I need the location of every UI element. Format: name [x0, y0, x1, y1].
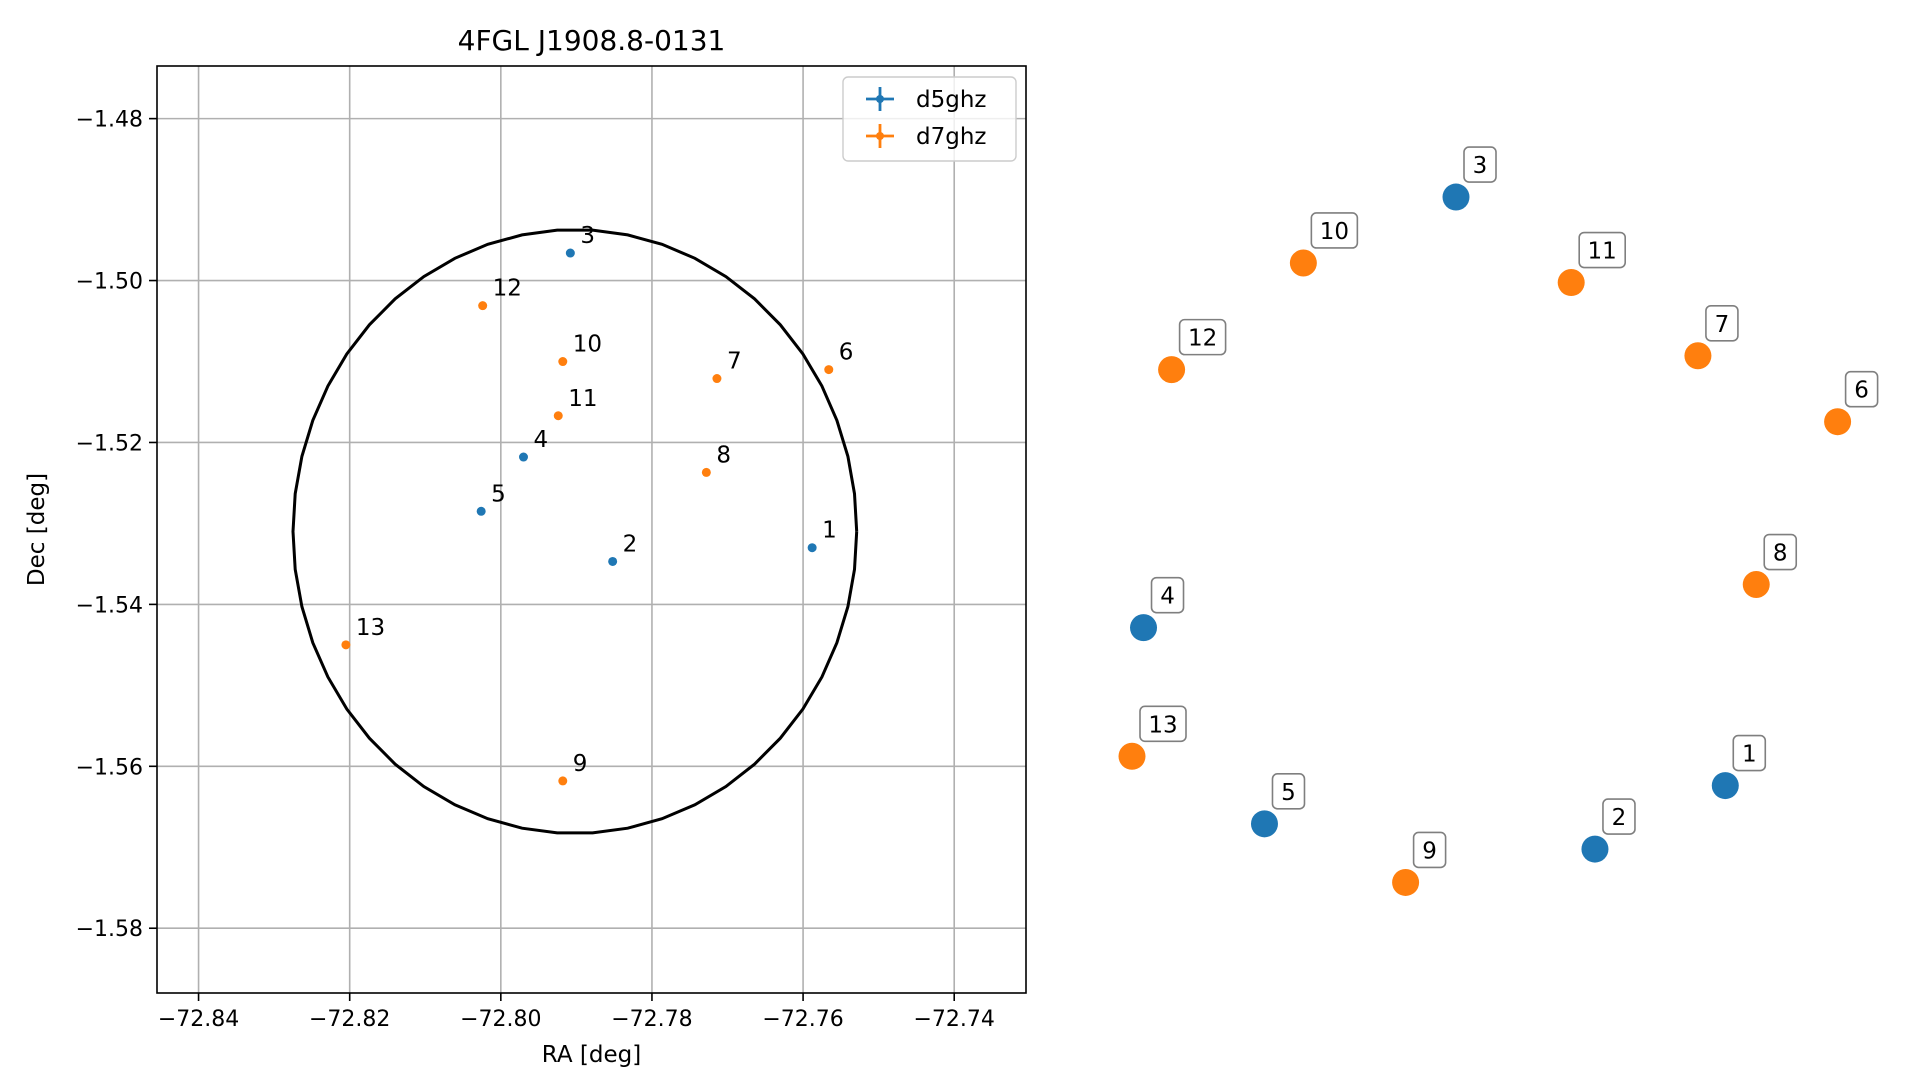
error-circle: [291, 228, 859, 835]
data-point-d5ghz: [608, 556, 618, 566]
legend-marker-dot: [876, 95, 884, 103]
node-label: 3: [1473, 153, 1488, 179]
graph-node-d7ghz: [1118, 742, 1146, 770]
data-point-d7ghz: [478, 301, 488, 311]
y-tick-label: −1.58: [76, 917, 143, 942]
y-tick-label: −1.56: [76, 755, 143, 780]
y-tick-label: −1.50: [76, 270, 143, 295]
plot-frame: [156, 65, 1027, 994]
node-label: 9: [1422, 838, 1437, 864]
data-point-d5ghz: [518, 452, 528, 462]
graph-node-d7ghz: [1557, 269, 1585, 297]
node-label-box: [1602, 798, 1636, 835]
legend-label: d7ghz: [916, 124, 986, 150]
data-point-d5ghz: [476, 506, 486, 516]
node-label: 2: [1612, 805, 1627, 831]
data-point-d7ghz: [824, 365, 834, 375]
circle-path: [291, 228, 859, 835]
node-label: 11: [1588, 239, 1617, 265]
point-label: 5: [491, 481, 506, 507]
data-point-d5ghz: [807, 543, 817, 553]
node-label-box: [1578, 231, 1626, 269]
graph-node-d5ghz: [1711, 772, 1739, 800]
chart-title: 4FGL J1908.8-0131: [458, 24, 726, 57]
x-tick-label: −72.76: [762, 1007, 843, 1032]
point-label: 9: [573, 751, 588, 777]
data-point-d7ghz: [553, 411, 563, 421]
node-label: 12: [1188, 326, 1217, 352]
node-label: 1: [1742, 742, 1757, 768]
data-point-d7ghz: [701, 467, 711, 477]
node-label-box: [1271, 773, 1306, 810]
node-label-box: [1763, 533, 1798, 571]
point-label: 10: [573, 332, 602, 358]
point-label: 4: [533, 427, 548, 453]
x-tick-label: −72.78: [611, 1007, 692, 1032]
point-label: 1: [822, 518, 837, 544]
graph-node-d5ghz: [1130, 614, 1158, 642]
y-axis-label: Dec [deg]: [24, 473, 50, 586]
scatter-points: [341, 248, 834, 786]
node-label-box: [1310, 212, 1359, 249]
node-label-box: [1705, 304, 1739, 342]
graph-node-d7ghz: [1684, 342, 1712, 370]
node-label: 4: [1160, 584, 1175, 610]
y-tick-label: −1.52: [76, 431, 143, 456]
graph-node-d7ghz: [1158, 356, 1186, 384]
grid-lines: [157, 66, 1026, 993]
point-label: 8: [716, 442, 731, 468]
node-label-box: [1178, 318, 1227, 356]
point-label: 6: [839, 340, 854, 366]
node-label: 6: [1854, 378, 1869, 404]
graph-node-d5ghz: [1442, 183, 1470, 211]
graph-node-d7ghz: [1742, 571, 1770, 599]
graph-node-d7ghz: [1392, 868, 1420, 896]
node-label: 5: [1281, 780, 1296, 806]
node-label-box: [1412, 831, 1447, 869]
x-axis-label: RA [deg]: [542, 1042, 641, 1068]
x-tick-label: −72.80: [460, 1007, 541, 1032]
node-label-box: [1463, 146, 1497, 183]
legend: d5ghz d7ghz: [842, 76, 1017, 162]
node-label: 10: [1320, 219, 1349, 245]
data-point-d7ghz: [558, 776, 568, 786]
tick-labels: −72.84 −72.82 −72.80 −72.78 −72.76 −72.74 −1.4…: [76, 108, 995, 1032]
data-point-d7ghz: [341, 640, 351, 650]
point-label: 7: [727, 349, 742, 375]
legend-marker-dot: [876, 132, 884, 140]
legend-label: d5ghz: [916, 87, 986, 113]
point-label: 13: [356, 615, 385, 641]
node-label: 7: [1715, 312, 1730, 338]
data-point-d5ghz: [565, 248, 575, 258]
point-label: 2: [623, 531, 638, 557]
graph-node-d7ghz: [1824, 408, 1852, 436]
x-tick-label: −72.74: [914, 1007, 995, 1032]
graph-node-d7ghz: [1289, 249, 1317, 277]
node-label-box: [1139, 705, 1187, 743]
node-label-box: [1732, 734, 1767, 772]
tick-marks: [149, 117, 956, 1001]
point-label: 12: [493, 276, 522, 302]
x-tick-label: −72.82: [309, 1007, 390, 1032]
y-tick-label: −1.54: [76, 593, 143, 618]
data-point-d7ghz: [712, 374, 722, 384]
node-label-box: [1844, 370, 1879, 408]
x-tick-label: −72.84: [158, 1007, 239, 1032]
point-label: 3: [580, 223, 595, 249]
graph-node-d5ghz: [1581, 835, 1609, 863]
graph-node-d5ghz: [1250, 810, 1278, 838]
y-tick-label: −1.48: [76, 108, 143, 133]
node-label-box: [1150, 576, 1185, 614]
node-label: 8: [1773, 541, 1788, 567]
node-label: 13: [1148, 712, 1177, 738]
data-point-d7ghz: [558, 357, 568, 367]
point-label: 11: [568, 386, 597, 412]
